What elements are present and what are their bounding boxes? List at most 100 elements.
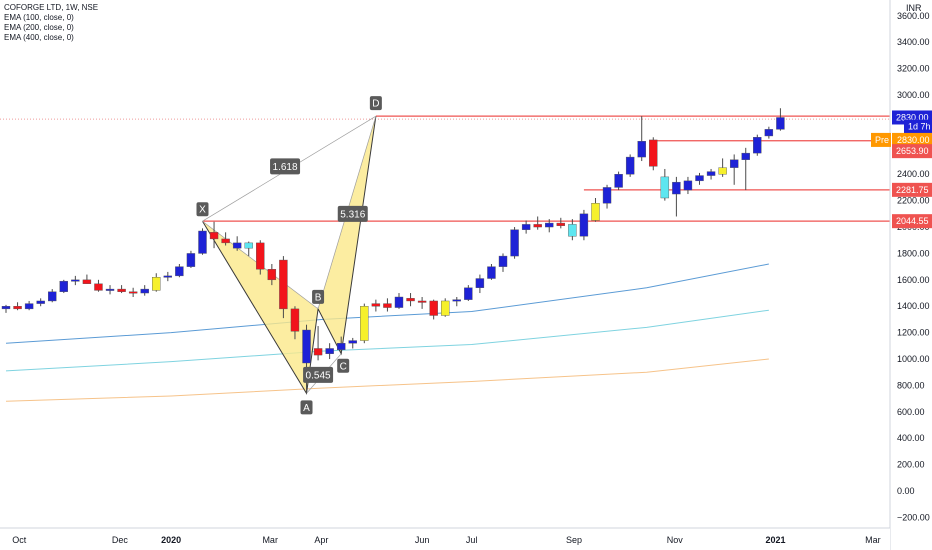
candle-body <box>475 278 485 288</box>
candle-52 <box>602 184 612 209</box>
y-tick-label: 3600.00 <box>897 11 930 21</box>
x-tick-label: Nov <box>667 535 684 545</box>
ema-line-0 <box>5 263 769 344</box>
candle-45 <box>521 220 531 234</box>
y-tick-label: 200.00 <box>897 460 925 470</box>
candle-body <box>128 291 138 294</box>
candle-body <box>429 300 438 316</box>
candle-body <box>602 187 612 204</box>
pattern-ratio-box <box>303 366 334 383</box>
indicator-ema-100[interactable]: EMA (100, close, 0) <box>4 13 74 22</box>
price-tag-3: 2653.90 <box>892 144 932 159</box>
pattern-ratio-1: 5.316 <box>337 205 368 222</box>
pattern-point-label: D <box>372 99 379 110</box>
candle-7 <box>82 274 92 284</box>
price-tag-4: 2281.75 <box>892 182 932 197</box>
candle-body <box>348 340 357 344</box>
candle-body <box>267 269 277 281</box>
candle-39 <box>452 297 461 307</box>
ema-lines <box>5 263 769 402</box>
candle-body <box>568 224 577 237</box>
pattern-point-label: B <box>315 292 322 303</box>
candle-body <box>452 299 461 302</box>
candle-body <box>36 300 45 304</box>
symbol-title[interactable]: COFORGE LTD, 1W, NSE <box>4 3 99 12</box>
candle-body <box>625 156 635 175</box>
candle-3 <box>36 298 45 307</box>
candle-19 <box>221 232 230 246</box>
pattern-point-c: C <box>337 358 350 373</box>
y-tick-label: −200.00 <box>897 512 930 522</box>
harmonic-pattern[interactable] <box>202 115 377 395</box>
time-axis[interactable]: Oct Dec 2020 Mar Apr Jun Jul Sep Nov 2021 Mar <box>0 527 890 550</box>
time-axis-bg <box>0 528 890 550</box>
price-tag-text: 2830.00 <box>897 135 930 145</box>
candle-body <box>325 348 334 354</box>
candle-51 <box>591 198 600 222</box>
price-axis-bg <box>890 0 932 550</box>
price-tag-5: 2044.55 <box>892 214 932 229</box>
candle-16 <box>186 250 196 268</box>
candle-38 <box>441 298 450 317</box>
candle-body <box>13 306 22 310</box>
pattern-point-box <box>312 289 325 304</box>
pattern-ratio-label: 5.316 <box>340 209 365 220</box>
pattern-ratio-0: 1.618 <box>270 158 301 175</box>
pattern-point-box <box>369 96 382 111</box>
candle-body <box>336 343 346 351</box>
candle-body <box>706 171 716 176</box>
y-tick-label: 1600.00 <box>897 275 930 285</box>
price-tag-prefix: Pre <box>875 135 889 145</box>
candle-body <box>198 230 207 254</box>
candle-67 <box>776 108 785 131</box>
candle-body <box>59 280 68 292</box>
pattern-triangle-bcd <box>318 116 376 354</box>
price-tag-text: 1d 7h <box>908 122 931 132</box>
candle-13 <box>152 273 161 292</box>
x-tick-label: 2020 <box>161 535 181 545</box>
candle-9 <box>105 285 115 295</box>
candle-44 <box>510 227 519 259</box>
chart-legend: COFORGE LTD, 1W, NSE EMA (100, close, 0)… <box>4 3 98 43</box>
candle-body <box>741 152 750 160</box>
candle-body <box>695 175 704 182</box>
pattern-triangle-xab <box>202 221 319 394</box>
candle-17 <box>198 228 207 255</box>
candle-body <box>718 167 727 175</box>
candle-14 <box>163 271 173 282</box>
candle-body <box>776 117 785 130</box>
x-tick-label: Apr <box>314 535 328 545</box>
candle-60 <box>695 172 704 185</box>
candle-55 <box>637 116 646 162</box>
x-tick-label: Mar <box>865 535 881 545</box>
candle-body <box>649 139 658 167</box>
indicator-ema-400[interactable]: EMA (400, close, 0) <box>4 33 74 42</box>
candle-body <box>441 300 450 316</box>
pattern-point-d: D <box>369 96 382 111</box>
price-axis[interactable]: INR3600.003400.003200.003000.002600.0024… <box>889 0 932 550</box>
candle-30 <box>348 337 357 349</box>
price-tag-prefix-bg <box>871 132 891 147</box>
pattern-point-label: X <box>199 205 206 216</box>
y-tick-label: 2200.00 <box>897 196 930 206</box>
candle-49 <box>568 219 577 241</box>
pattern-point-b: B <box>312 289 325 304</box>
candle-body <box>175 266 184 277</box>
pattern-point-box <box>300 400 313 415</box>
ema-line-1 <box>5 309 769 372</box>
pattern-point-box <box>337 358 350 373</box>
y-tick-label: 0.00 <box>897 486 915 496</box>
pattern-point-a: A <box>300 400 313 415</box>
candle-body <box>371 303 381 307</box>
candle-1 <box>13 302 22 311</box>
price-tag-bg <box>904 119 932 134</box>
candle-40 <box>464 285 473 301</box>
candle-53 <box>614 171 623 191</box>
x-tick-label: 2021 <box>765 535 785 545</box>
axis-unit: INR <box>906 3 922 13</box>
indicator-ema-200[interactable]: EMA (200, close, 0) <box>4 23 74 32</box>
candle-12 <box>140 285 149 296</box>
pattern-labels: X A B C D 1.618 5.316 0.545 <box>196 96 382 415</box>
